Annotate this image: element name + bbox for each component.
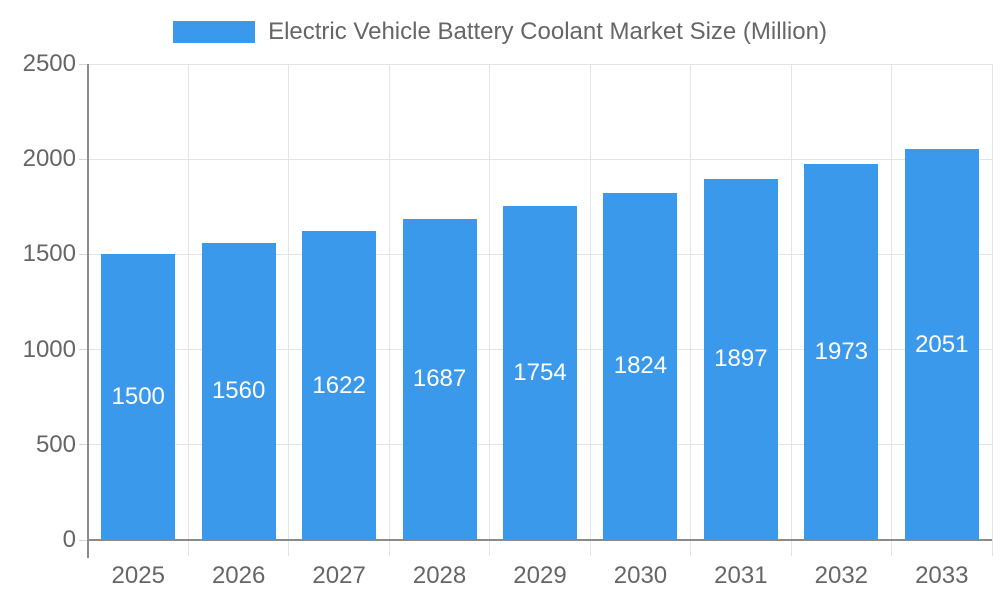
bar-2028[interactable]: 1687 (402, 218, 477, 540)
x-axis-tick-label: 2031 (714, 562, 768, 589)
x-axis-tick-label: 2033 (915, 562, 969, 589)
y-axis-tick (79, 158, 88, 160)
bar-2029[interactable]: 1754 (503, 206, 577, 540)
y-axis-tick-label: 0 (62, 526, 76, 553)
x-axis-tick-label: 2026 (211, 562, 266, 589)
x-axis-tick-label: 2032 (814, 562, 869, 589)
bar-value-label: 2051 (915, 330, 969, 358)
gridline-vertical (589, 64, 591, 556)
x-axis-tick-label: 2029 (513, 562, 567, 589)
bar-2025[interactable]: 1500 (101, 254, 176, 540)
bar-value-label: 1500 (111, 383, 165, 411)
gridline-vertical (489, 64, 491, 556)
gridline-vertical (288, 64, 290, 556)
bar-2033[interactable]: 2051 (904, 149, 979, 540)
bar-value-label: 1754 (513, 359, 567, 386)
bar-2027[interactable]: 1622 (302, 231, 377, 540)
x-axis-tick-label: 2028 (412, 562, 467, 589)
y-axis-tick (79, 444, 88, 446)
y-axis-tick (79, 539, 88, 541)
x-axis-tick-label: 2030 (613, 562, 668, 589)
y-axis-tick-label: 500 (35, 430, 76, 458)
y-axis-line (87, 64, 89, 558)
bar-value-label: 1687 (412, 365, 467, 393)
bar-2030[interactable]: 1824 (603, 192, 678, 540)
y-axis-tick (79, 349, 88, 351)
bar-value-label: 1973 (814, 338, 869, 366)
gridline-vertical (388, 64, 390, 556)
gridline-vertical (891, 64, 893, 556)
bar-value-label: 1824 (613, 352, 668, 380)
bar-2032[interactable]: 1973 (804, 164, 879, 540)
plot-area: 0 500 1000 1500 2000 2500 1500 1560 1622 1687 1754… (23, 50, 993, 589)
gridline-horizontal (88, 158, 992, 160)
y-axis-tick-label: 1500 (22, 240, 76, 268)
legend-label: Electric Vehicle Battery Coolant Market … (268, 18, 827, 45)
x-axis-tick-label: 2025 (111, 562, 165, 589)
gridline-horizontal (88, 63, 992, 65)
y-axis-tick (79, 63, 88, 65)
y-axis-tick-label: 2500 (22, 50, 76, 77)
y-axis-tick-label: 2000 (22, 145, 76, 173)
y-axis-tick (79, 253, 88, 255)
bar-value-label: 1560 (211, 377, 266, 405)
gridline-vertical (690, 64, 692, 556)
bar-2026[interactable]: 1560 (201, 242, 276, 540)
gridline-vertical (187, 64, 189, 556)
y-axis-tick-label: 1000 (22, 335, 76, 363)
gridline-vertical (790, 64, 792, 556)
bar-value-label: 1622 (312, 371, 366, 399)
x-axis-tick-label: 2027 (312, 562, 366, 589)
bar-2031[interactable]: 1897 (703, 178, 778, 540)
legend-swatch[interactable] (173, 21, 256, 43)
gridline-vertical (991, 64, 993, 556)
bar-value-label: 1897 (714, 345, 768, 373)
legend[interactable]: Electric Vehicle Battery Coolant Market … (0, 17, 1000, 47)
x-axis-line (88, 539, 992, 541)
